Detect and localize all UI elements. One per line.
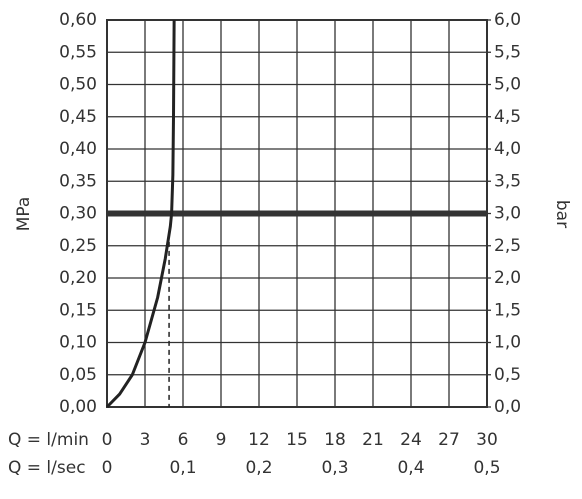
y-tick-label: 0,10 <box>59 333 97 353</box>
x2-tick-label: 0,5 <box>473 458 500 478</box>
x-tick-label: 27 <box>438 430 460 450</box>
y-tick-label: 0,05 <box>59 365 97 385</box>
y-tick-label: 0,15 <box>59 300 97 320</box>
x-tick-label: 6 <box>178 430 189 450</box>
x-tick-label: 18 <box>324 430 346 450</box>
y2-tick-label: 2,5 <box>494 236 521 256</box>
x-tick-label: 3 <box>140 430 151 450</box>
y2-tick-label: 3,5 <box>494 171 521 191</box>
x-tick-label: 30 <box>476 430 498 450</box>
y2-tick-label: 3,0 <box>494 204 521 224</box>
y2-tick-label: 6,0 <box>494 10 521 30</box>
y-tick-label: 0,25 <box>59 236 97 256</box>
y2-tick-label: 5,5 <box>494 42 521 62</box>
y2-tick-label: 4,5 <box>494 107 521 127</box>
x-tick-label: 21 <box>362 430 384 450</box>
y-tick-label: 0,60 <box>59 10 97 30</box>
y-tick-label: 0,50 <box>59 75 97 95</box>
y2-tick-label: 0,5 <box>494 365 521 385</box>
x2-tick-label: 0,2 <box>245 458 272 478</box>
y-tick-label: 0,55 <box>59 42 97 62</box>
y-tick-label: 0,30 <box>59 204 97 224</box>
x-tick-label: 12 <box>248 430 270 450</box>
x-tick-label: 24 <box>400 430 422 450</box>
y2-tick-label: 0,0 <box>494 397 521 417</box>
x2-tick-label: 0,1 <box>169 458 196 478</box>
y2-tick-label: 2,0 <box>494 268 521 288</box>
x-tick-label: 15 <box>286 430 308 450</box>
x2-tick-label: 0 <box>102 458 113 478</box>
y-tick-label: 0,00 <box>59 397 97 417</box>
y2-axis-label: bar <box>552 200 572 228</box>
curve <box>105 19 176 409</box>
y2-tick-label: 4,0 <box>494 139 521 159</box>
y-tick-label: 0,45 <box>59 107 97 127</box>
y-tick-label: 0,40 <box>59 139 97 159</box>
x-tick-label: 0 <box>102 430 113 450</box>
x-axis-label: Q = l/min <box>8 430 89 450</box>
x-tick-label: 9 <box>216 430 227 450</box>
y-tick-label: 0,35 <box>59 171 97 191</box>
y-tick-label: 0,20 <box>59 268 97 288</box>
x2-axis-label: Q = l/sec <box>8 458 86 478</box>
y2-tick-label: 1,5 <box>494 300 521 320</box>
y2-tick-label: 1,0 <box>494 333 521 353</box>
y2-tick-label: 5,0 <box>494 75 521 95</box>
x2-tick-label: 0,4 <box>397 458 424 478</box>
y-axis-label: MPa <box>14 197 34 232</box>
x2-tick-label: 0,3 <box>321 458 348 478</box>
